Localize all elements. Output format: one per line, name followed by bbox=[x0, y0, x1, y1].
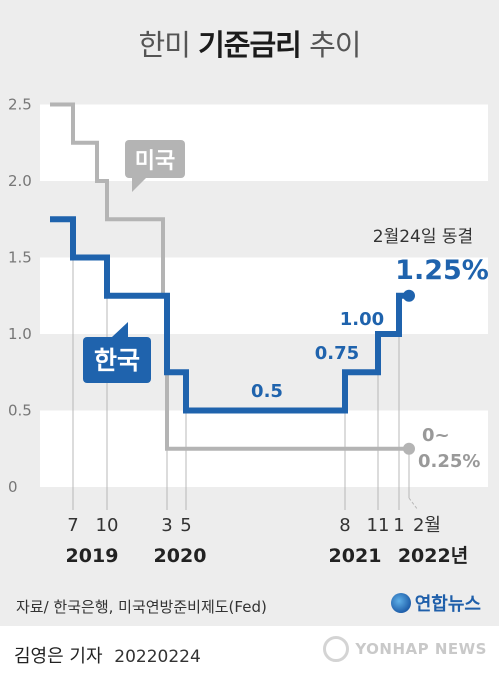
x-tick-year: 2021 bbox=[329, 545, 382, 567]
us-legend-box bbox=[125, 140, 185, 178]
date-guide-dash bbox=[408, 497, 419, 511]
chart-title: 한미 기준금리 추이 bbox=[0, 22, 499, 64]
x-tick-year: 2020 bbox=[154, 545, 207, 567]
kr-label-0-5: 0.5 bbox=[251, 381, 283, 402]
kr-legend-label: 한국 bbox=[94, 346, 140, 375]
title-bold: 기준금리 bbox=[198, 28, 302, 62]
title-light-1: 한미 bbox=[138, 28, 191, 62]
watermark: YONHAP NEWS bbox=[323, 636, 487, 662]
kr-label-0-75: 0.75 bbox=[315, 343, 359, 364]
watermark-logo-icon bbox=[323, 636, 350, 662]
source-note: 자료/ 한국은행, 미국연방준비제도(Fed) bbox=[16, 598, 267, 616]
x-tick-month: 2월 bbox=[413, 515, 441, 536]
title-light-2: 추이 bbox=[309, 28, 361, 62]
kr-end-point bbox=[403, 289, 415, 302]
y-tick-label: 2.5 bbox=[8, 96, 32, 114]
reporter-date: 20220224 bbox=[114, 647, 201, 667]
us-legend-pointer bbox=[132, 178, 146, 192]
x-tick-month: 3 bbox=[161, 515, 172, 536]
y-tick-label: 0.5 bbox=[8, 402, 32, 420]
x-tick-month: 1 bbox=[393, 515, 404, 536]
y-tick-label: 1.0 bbox=[8, 325, 32, 343]
reporter-name: 김영은 기자 bbox=[14, 646, 103, 667]
yonhap-logo-icon bbox=[390, 593, 411, 613]
x-tick-year: 2022년 bbox=[398, 545, 468, 567]
us-legend-label: 미국 bbox=[135, 149, 175, 174]
yonhap-logo-text: 연합뉴스 bbox=[414, 594, 481, 615]
kr-legend-box bbox=[83, 337, 151, 383]
kr-rate-line bbox=[50, 216, 409, 414]
kr-label-1-00: 1.00 bbox=[340, 309, 384, 330]
kr-legend-pointer bbox=[112, 322, 128, 337]
footer: 김영은 기자 20220224 YONHAP NEWS bbox=[0, 626, 499, 676]
us-label-low: 0~ bbox=[422, 425, 450, 446]
grid-band bbox=[40, 104, 488, 181]
watermark-text: YONHAP NEWS bbox=[355, 640, 487, 658]
kr-label-1-25: 1.25% bbox=[395, 255, 489, 286]
kr-freeze-note: 2월24일 동결 bbox=[373, 227, 473, 247]
x-tick-month: 10 bbox=[96, 515, 119, 536]
us-label-low-2: 0.25% bbox=[418, 451, 480, 472]
y-tick-label: 0 bbox=[8, 478, 18, 496]
x-tick-month: 11 bbox=[367, 515, 390, 536]
reporter-credit: 김영은 기자 20220224 bbox=[14, 642, 201, 668]
y-tick-label: 1.5 bbox=[8, 249, 32, 267]
x-tick-month: 7 bbox=[67, 515, 78, 536]
yonhap-logo: 연합뉴스 bbox=[390, 590, 481, 616]
x-tick-month: 8 bbox=[339, 515, 350, 536]
x-tick-year: 2019 bbox=[66, 545, 119, 567]
x-tick-month: 5 bbox=[180, 515, 191, 536]
us-end-point bbox=[403, 442, 415, 455]
y-tick-label: 2.0 bbox=[8, 172, 32, 190]
